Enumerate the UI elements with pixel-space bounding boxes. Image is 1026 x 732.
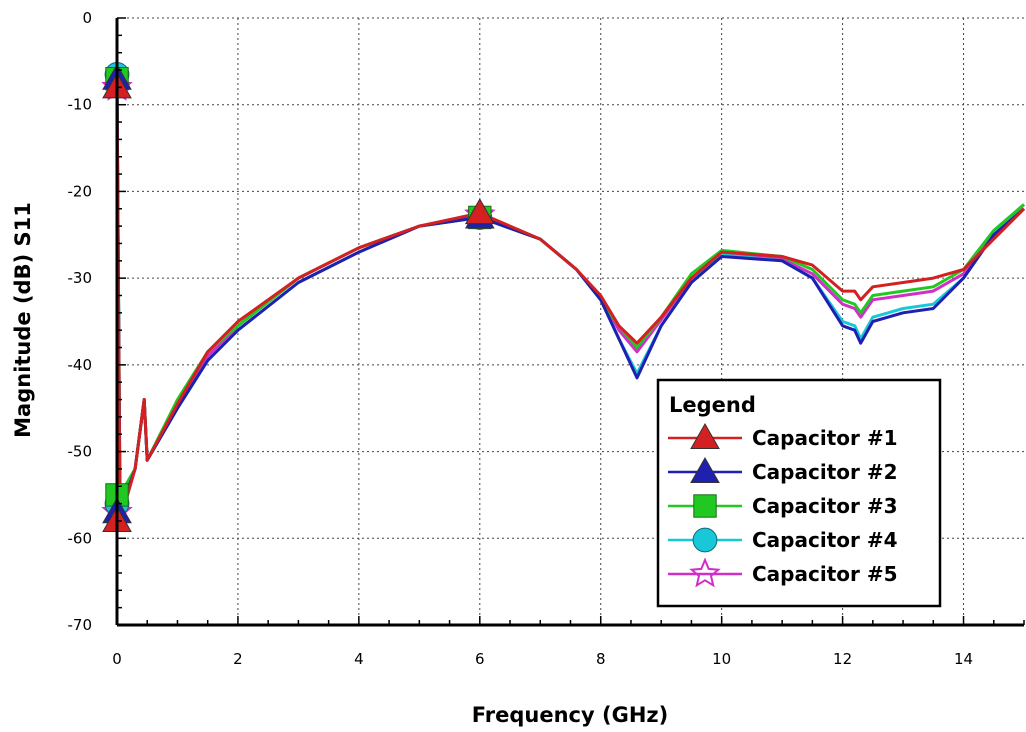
- legend-marker-2: [690, 456, 720, 483]
- series-line-1: [115, 87, 1026, 523]
- y-tick-label: -40: [68, 356, 93, 374]
- legend-marker-3: [693, 494, 717, 518]
- legend-marker-5: [689, 557, 721, 588]
- legend-entries: Capacitor #1 Capacitor #2 Capacitor #3 Capa…: [668, 422, 898, 588]
- y-tick-label: -50: [68, 443, 93, 461]
- legend-title: Legend: [669, 393, 756, 417]
- x-tick-label: 12: [833, 650, 852, 668]
- y-tick-label: -20: [68, 182, 93, 200]
- series-line-2: [115, 78, 1025, 514]
- ticks: 0 2 4 6 8 10 12 14 0 -10 -20 -30 -40 -50 -60 -70: [68, 9, 974, 668]
- axes: [115, 17, 1025, 627]
- x-tick-label: 0: [112, 650, 122, 668]
- x-axis-title: Frequency (GHz): [472, 703, 668, 727]
- x-tick-label: 4: [354, 650, 364, 668]
- x-tick-label: 14: [954, 650, 973, 668]
- legend-label-2: Capacitor #2: [752, 460, 898, 484]
- legend-label-5: Capacitor #5: [752, 562, 898, 586]
- x-tick-label: 8: [596, 650, 606, 668]
- data-marker-1: [464, 198, 495, 225]
- x-tick-label: 6: [475, 650, 485, 668]
- legend-marker-4: [692, 527, 718, 553]
- y-tick-label: -70: [68, 616, 93, 634]
- y-tick-label: -60: [68, 529, 93, 547]
- x-tick-label: 10: [712, 650, 731, 668]
- legend-marker-1: [690, 422, 720, 449]
- legend-label-4: Capacitor #4: [752, 528, 898, 552]
- y-tick-label: -10: [68, 96, 93, 114]
- legend-box: [656, 378, 942, 608]
- legend-label-3: Capacitor #3: [752, 494, 898, 518]
- legend-label-1: Capacitor #1: [752, 426, 898, 450]
- x-tick-label: 2: [233, 650, 243, 668]
- y-tick-label: 0: [82, 9, 92, 27]
- y-tick-label: -30: [68, 269, 93, 287]
- y-axis-title: Magnitude (dB) S11: [11, 202, 35, 438]
